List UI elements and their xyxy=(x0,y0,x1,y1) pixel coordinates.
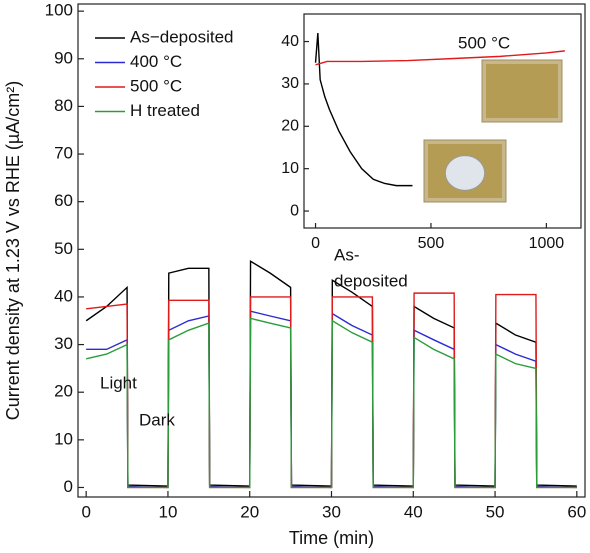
plot-frame xyxy=(77,3,586,498)
x-tick-label: 50 xyxy=(486,502,505,521)
annotation: 500 °C xyxy=(458,33,510,52)
y-tick-label: 40 xyxy=(281,33,299,50)
y-tick-label: 30 xyxy=(281,75,299,92)
sample-face xyxy=(486,64,558,118)
x-tick-label: 10 xyxy=(158,502,177,521)
legend-label: H treated xyxy=(130,101,200,120)
y-tick-label: 30 xyxy=(54,334,73,353)
y-tick-label: 20 xyxy=(54,382,73,401)
series-line xyxy=(315,50,565,66)
x-tick-label: 0 xyxy=(311,235,320,252)
y-tick-label: 50 xyxy=(54,239,73,258)
x-tick-label: 500 xyxy=(418,235,445,252)
y-tick-label: 10 xyxy=(54,429,73,448)
legend-label: As−deposited xyxy=(130,27,234,46)
annotation: As- xyxy=(334,245,360,264)
y-tick-label: 10 xyxy=(281,160,299,177)
plot: 0 500 1000 0 10 20 30 40 500 °C As-deposited xyxy=(281,13,582,290)
y-tick-label: 0 xyxy=(290,202,299,219)
x-tick-label: 60 xyxy=(567,502,586,521)
annotation: Light xyxy=(100,373,137,392)
legend-label: 400 °C xyxy=(130,52,182,71)
annotation: deposited xyxy=(334,271,408,290)
plot-frame xyxy=(303,13,582,229)
series-line xyxy=(86,317,577,489)
plot: 0 10 20 30 40 50 600102030405060708090100Time … xyxy=(3,1,587,548)
y-axis-label: Current density at 1.23 V vs RHE (µA/cm²… xyxy=(3,81,23,420)
y-tick-label: 0 xyxy=(64,477,73,496)
y-tick-label: 70 xyxy=(54,144,73,163)
x-tick-label: 20 xyxy=(240,502,259,521)
y-tick-label: 60 xyxy=(54,191,73,210)
y-tick-label: 100 xyxy=(45,1,73,20)
series-line xyxy=(314,33,413,187)
y-tick-label: 20 xyxy=(281,118,299,135)
x-tick-label: 0 xyxy=(81,502,90,521)
x-tick-label: 1000 xyxy=(529,235,565,252)
y-tick-label: 80 xyxy=(54,96,73,115)
sample-spot xyxy=(444,155,486,191)
y-tick-label: 40 xyxy=(54,286,73,305)
x-tick-label: 30 xyxy=(322,502,341,521)
annotation: Dark xyxy=(139,410,175,429)
legend-label: 500 °C xyxy=(130,76,182,95)
x-axis-label: Time (min) xyxy=(289,528,374,548)
x-tick-label: 40 xyxy=(404,502,423,521)
y-tick-label: 90 xyxy=(54,48,73,67)
